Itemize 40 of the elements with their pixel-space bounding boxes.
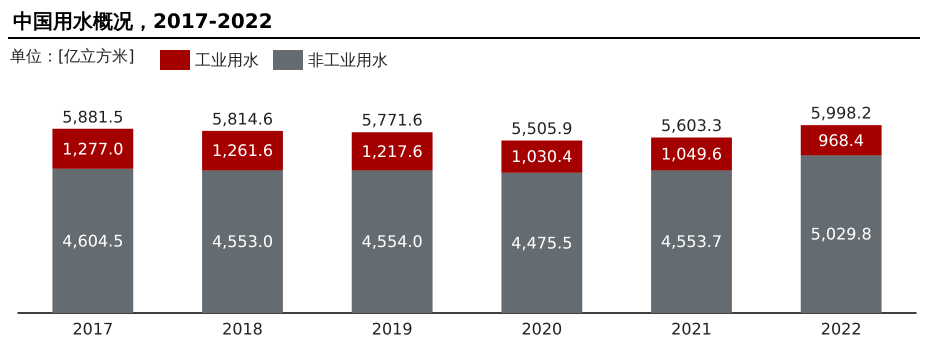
- data-label: 4,553.0: [212, 232, 274, 252]
- bar: [501, 140, 582, 173]
- bar: [52, 128, 134, 169]
- bar: [202, 130, 283, 170]
- bar: [352, 170, 433, 313]
- total-label: 5,505.9: [511, 119, 572, 138]
- total-label: 5,881.5: [62, 107, 124, 126]
- total-label: 5,603.3: [660, 116, 722, 135]
- x-tick-label: 2018: [222, 320, 263, 338]
- data-label: 968.4: [818, 130, 864, 150]
- legend-label: 非工业用水: [308, 50, 388, 70]
- x-tick-label: 2019: [372, 320, 413, 338]
- chart-title: 中国用水概况，2017-2022: [13, 9, 273, 33]
- data-label: 1,217.6: [362, 142, 423, 161]
- total-label: 5,814.6: [212, 109, 274, 128]
- bar: [651, 137, 732, 170]
- x-tick-label: 2022: [820, 320, 862, 338]
- bar: [501, 172, 582, 313]
- bar: [800, 125, 882, 156]
- data-label: 4,604.5: [62, 231, 124, 250]
- x-tick-label: 2020: [521, 320, 562, 338]
- bar: [651, 170, 732, 313]
- bar: [52, 168, 134, 313]
- data-label: 5,029.8: [810, 224, 872, 244]
- data-label: 1,277.0: [62, 139, 124, 158]
- data-label: 1,261.6: [212, 141, 274, 160]
- data-label: 4,475.5: [511, 233, 572, 252]
- data-label: 4,553.7: [660, 232, 722, 252]
- data-label: 4,554.0: [362, 232, 423, 252]
- x-tick-label: 2021: [671, 320, 712, 338]
- legend-title: 单位：[亿立方米]: [10, 46, 134, 66]
- data-label: 1,049.6: [660, 144, 722, 164]
- total-label: 5,771.6: [362, 110, 423, 130]
- bar: [800, 155, 882, 313]
- legend-label: 工业用水: [195, 50, 259, 70]
- x-tick-label: 2017: [72, 320, 114, 338]
- total-label: 5,998.2: [810, 104, 872, 123]
- bar: [202, 170, 283, 313]
- bar: [352, 132, 433, 170]
- data-label: 1,030.4: [511, 147, 572, 166]
